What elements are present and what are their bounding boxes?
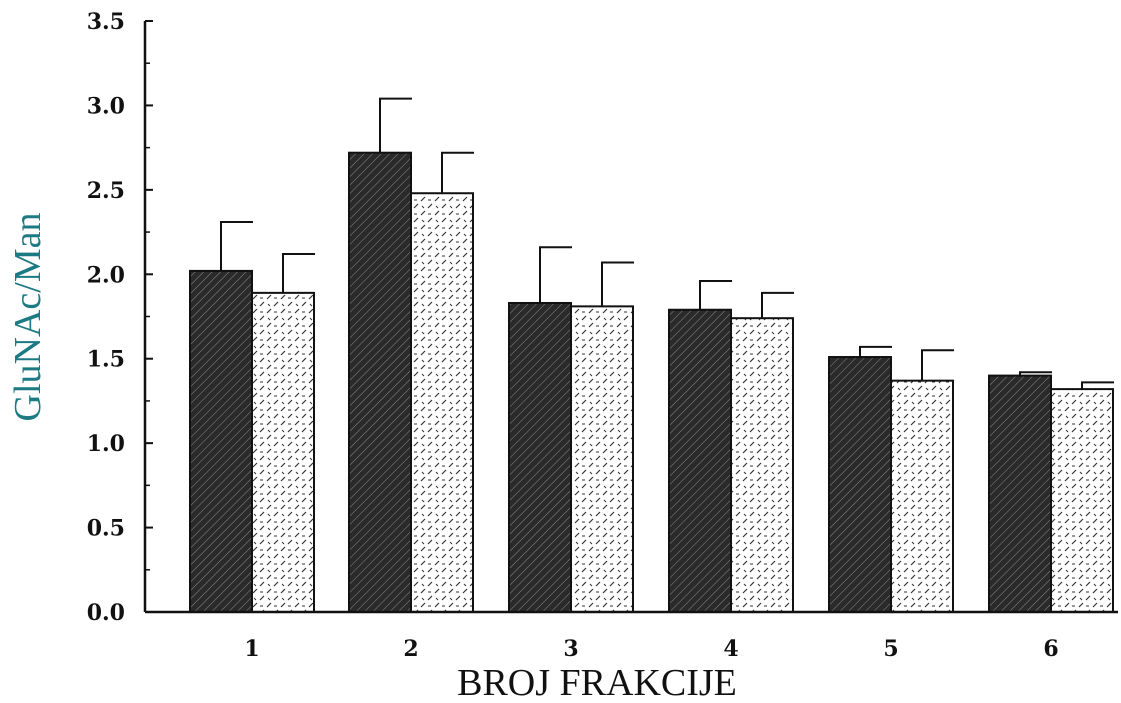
- bar: [410, 192, 474, 613]
- x-tick-label: 6: [1043, 636, 1058, 662]
- y-tick-label: 3.5: [87, 9, 125, 35]
- y-tick-label: 0.0: [87, 600, 125, 626]
- bar: [570, 305, 634, 613]
- x-tick-label: 3: [563, 636, 578, 662]
- bar: [1050, 388, 1114, 614]
- y-tick-label: 2.0: [87, 262, 125, 288]
- y-tick-label: 3.0: [87, 93, 125, 119]
- bar: [730, 317, 794, 613]
- x-tick-label: 4: [723, 636, 738, 662]
- bar: [189, 269, 253, 613]
- bar: [251, 291, 315, 613]
- y-tick-label: 1.5: [87, 347, 125, 373]
- y-tick-label: 2.5: [87, 178, 125, 204]
- x-tick-label: 5: [883, 636, 898, 662]
- y-tick-label: 1.0: [87, 431, 125, 457]
- axes: 0.0 0.5 1.0 1.5 2.0 2.5 3.0 3.5 1 2 3 4 5 6: [87, 9, 1118, 662]
- y-tick-label: 0.5: [87, 516, 125, 542]
- bar: [508, 301, 572, 613]
- x-axis-title: BROJ FRAKCIJE: [457, 662, 737, 703]
- bar: [828, 356, 892, 614]
- y-axis-title: GluNAc/Man: [7, 213, 49, 422]
- x-tick-label: 1: [244, 636, 259, 662]
- bar: [668, 308, 732, 613]
- x-tick-label: 2: [403, 636, 418, 662]
- bar: [988, 374, 1052, 613]
- bar: [890, 379, 954, 613]
- bar: [348, 151, 412, 614]
- bars-layer: [189, 97, 1114, 614]
